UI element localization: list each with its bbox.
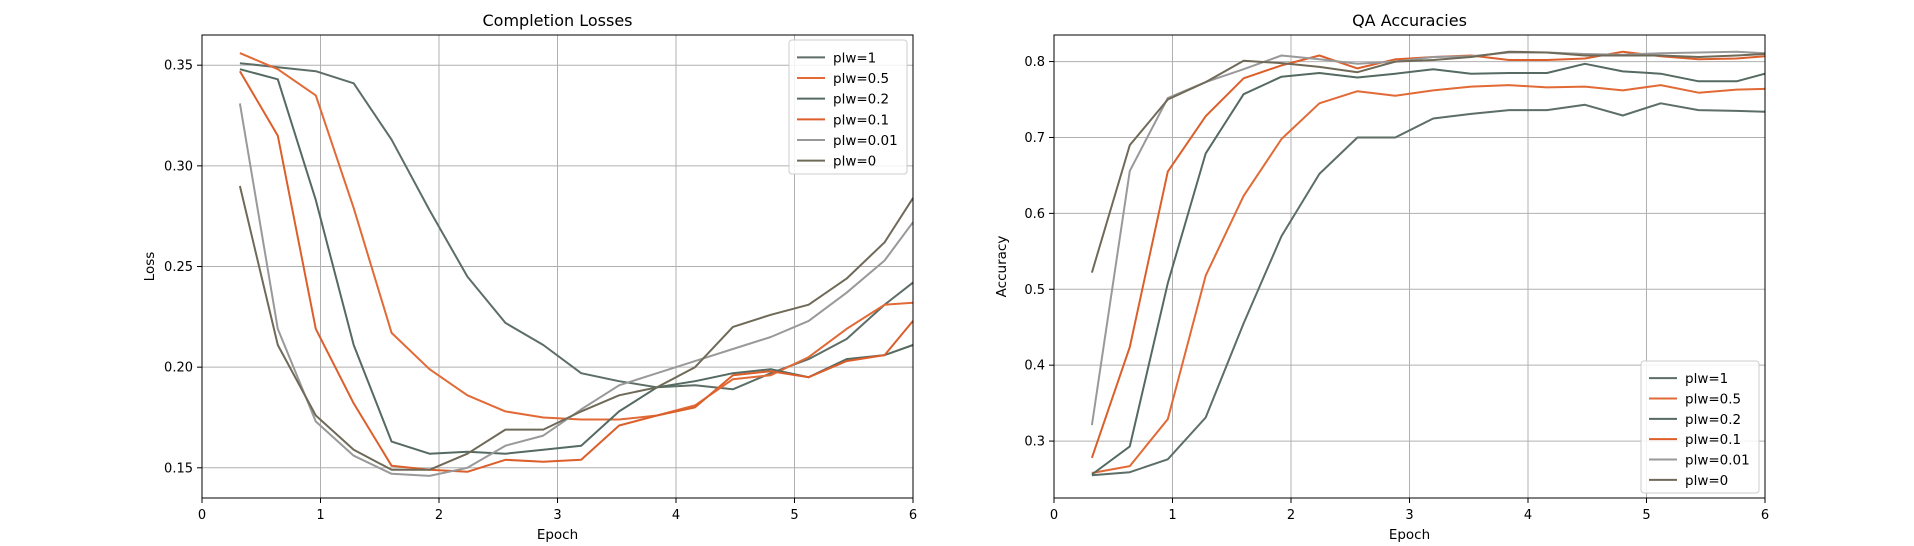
chart-title: QA Accuracies bbox=[1352, 11, 1467, 30]
chart-panel-2: 0 1 2 3 4 5 6 0.3 0.4 0.5 0.6 0.7 0.8 QA Accuracies Ep… bbox=[994, 11, 1769, 543]
legend-label: plw=0 bbox=[833, 154, 876, 170]
x-tick-label: 0 bbox=[198, 508, 206, 523]
series-line-plw-0-5 bbox=[239, 52, 914, 421]
x-tick-label: 5 bbox=[790, 508, 798, 523]
chart-panel-1: 0 1 2 3 4 5 6 0.15 0.20 0.25 0.30 0.35 Completion Lo… bbox=[142, 11, 917, 543]
y-tick-label: 0.5 bbox=[1024, 283, 1045, 298]
series-line-plw-1 bbox=[239, 62, 914, 391]
series-line-plw-1 bbox=[1091, 102, 1766, 477]
series-line-plw-0-01 bbox=[238, 103, 914, 477]
x-tick-label: 2 bbox=[1287, 508, 1295, 523]
y-tick-label: 0.7 bbox=[1024, 131, 1045, 146]
y-axis-label: Accuracy bbox=[994, 236, 1010, 298]
x-tick-label: 4 bbox=[1524, 508, 1532, 523]
x-tick-label: 6 bbox=[1761, 508, 1769, 523]
x-tick-label: 2 bbox=[435, 508, 443, 523]
series-line-plw-0 bbox=[238, 185, 914, 471]
y-tick-label: 0.6 bbox=[1024, 207, 1045, 222]
y-axis-label: Loss bbox=[142, 252, 158, 282]
x-tick-label: 3 bbox=[1405, 508, 1413, 523]
y-tick-label: 0.3 bbox=[1024, 435, 1045, 450]
legend-label: plw=1 bbox=[1685, 371, 1728, 387]
x-tick-label: 6 bbox=[909, 508, 917, 523]
x-axis-label: Epoch bbox=[1389, 527, 1430, 542]
y-tick-label: 0.30 bbox=[164, 159, 193, 174]
x-tick-label: 1 bbox=[1168, 508, 1176, 523]
y-tick-label: 0.8 bbox=[1024, 55, 1045, 70]
x-tick-label: 4 bbox=[672, 508, 680, 523]
y-tick-label: 0.35 bbox=[164, 59, 193, 74]
y-tick-label: 0.25 bbox=[164, 260, 193, 275]
legend-label: plw=0.01 bbox=[833, 133, 898, 149]
legend-label: plw=1 bbox=[833, 50, 876, 66]
y-tick-label: 0.20 bbox=[164, 361, 193, 376]
legend-label: plw=0.5 bbox=[1685, 392, 1741, 408]
series-line-plw-0-2 bbox=[1091, 62, 1766, 476]
legend-label: plw=0.01 bbox=[1685, 453, 1750, 469]
legend-label: plw=0.2 bbox=[1685, 412, 1741, 428]
x-tick-label: 0 bbox=[1050, 508, 1058, 523]
legend: plw=1 plw=0.5 plw=0.2 plw=0.1 plw=0.01 plw=0 bbox=[788, 39, 908, 175]
series-line-plw-0-1 bbox=[239, 70, 914, 473]
legend-label: plw=0.1 bbox=[833, 112, 889, 128]
y-tick-label: 0.15 bbox=[164, 461, 193, 476]
x-tick-label: 1 bbox=[316, 508, 324, 523]
x-axis-label: Epoch bbox=[537, 527, 578, 542]
legend: plw=1 plw=0.5 plw=0.2 plw=0.1 plw=0.01 plw=0 bbox=[1640, 360, 1760, 494]
legend-label: plw=0.5 bbox=[833, 71, 889, 87]
x-tick-label: 3 bbox=[553, 508, 561, 523]
y-tick-label: 0.4 bbox=[1024, 359, 1045, 374]
series-line-plw-0-5 bbox=[1091, 84, 1766, 474]
x-tick-label: 5 bbox=[1642, 508, 1650, 523]
legend-label: plw=0.1 bbox=[1685, 432, 1741, 448]
legend-label: plw=0.2 bbox=[833, 92, 889, 108]
legend-label: plw=0 bbox=[1685, 473, 1728, 489]
chart-title: Completion Losses bbox=[483, 11, 633, 30]
series-line-plw-0 bbox=[1090, 50, 1766, 273]
